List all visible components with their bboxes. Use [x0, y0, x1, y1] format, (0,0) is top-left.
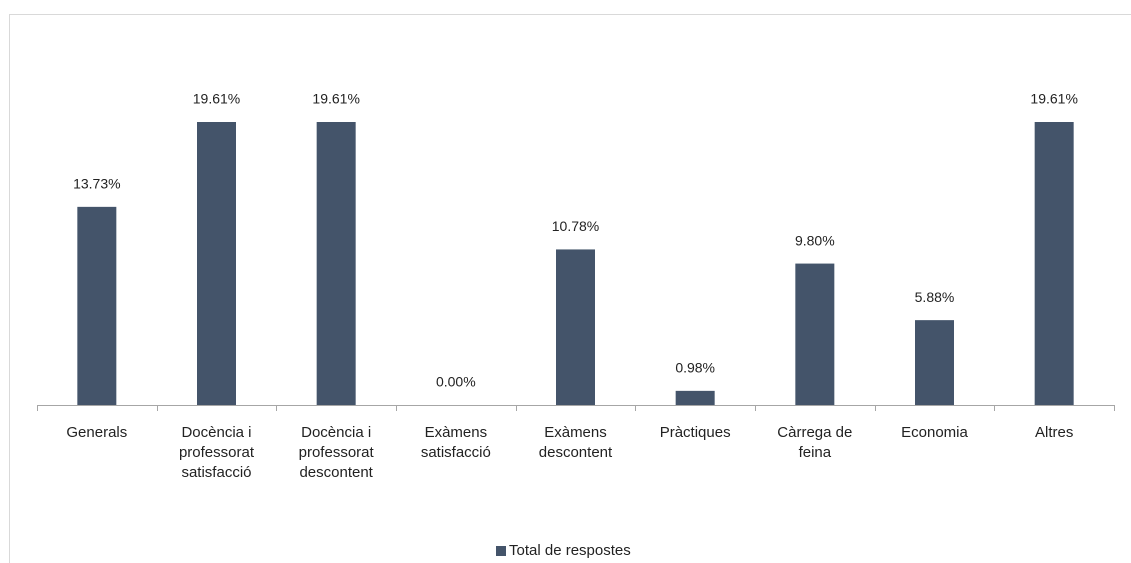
- data-label: 0.00%: [436, 374, 476, 390]
- x-tick-label: Generals: [66, 424, 128, 441]
- x-tick-label: Exàmens descontent: [538, 424, 613, 461]
- bar: [197, 122, 236, 405]
- x-tick-label: Càrrega de feina: [777, 424, 853, 461]
- x-tick-label: Economia: [901, 424, 968, 441]
- x-tick-label: Pràctiques: [659, 424, 731, 441]
- bar: [556, 249, 595, 405]
- data-label: 9.80%: [795, 232, 835, 248]
- data-label: 5.88%: [915, 289, 955, 305]
- data-label: 19.61%: [193, 91, 240, 107]
- chart-frame: [9, 14, 1131, 563]
- data-label: 19.61%: [1030, 91, 1077, 107]
- bar: [675, 390, 715, 405]
- data-label: 19.61%: [312, 91, 359, 107]
- legend-swatch: [496, 546, 506, 556]
- bar: [915, 320, 954, 405]
- x-tick-label: Exàmens satisfacció: [420, 424, 491, 461]
- bar: [77, 206, 117, 405]
- x-tick-label: Docència i professorat satisfacció: [178, 424, 254, 481]
- data-label: 10.78%: [552, 218, 599, 234]
- bar: [316, 122, 356, 405]
- data-label: 13.73%: [73, 176, 120, 192]
- legend-label: Total de respostes: [509, 542, 631, 559]
- x-tick-label: Docència i professorat descontent: [298, 424, 374, 481]
- x-tick-label: Altres: [1034, 424, 1074, 441]
- data-label: 0.98%: [675, 360, 715, 376]
- bar: [1034, 122, 1074, 405]
- bar: [795, 263, 835, 405]
